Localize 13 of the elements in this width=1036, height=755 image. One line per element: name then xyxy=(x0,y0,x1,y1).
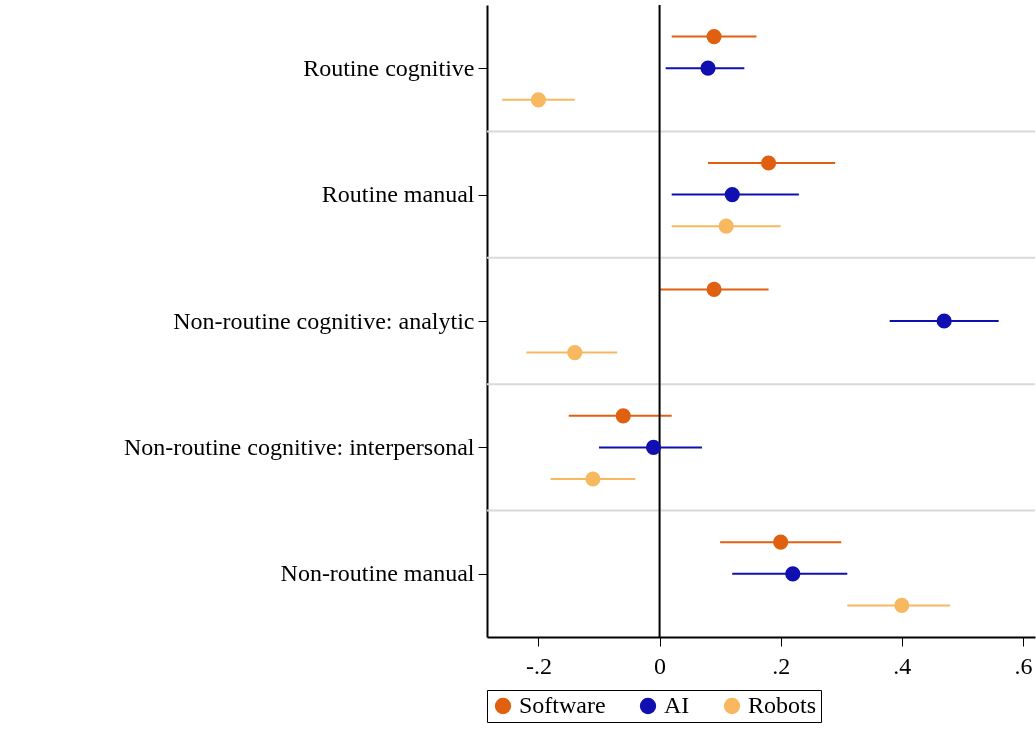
legend-label: Software xyxy=(519,692,606,718)
x-tick-label: .4 xyxy=(893,652,912,679)
y-tick-label: Routine manual xyxy=(321,181,475,208)
x-tick-label: .6 xyxy=(1014,652,1033,679)
x-tick-label: .2 xyxy=(772,652,791,679)
x-tick-label: -.2 xyxy=(525,652,552,679)
y-tick-label: Non-routine cognitive: interpersonal xyxy=(123,433,475,460)
x-tick-label: 0 xyxy=(654,652,667,679)
y-tick-label: Non-routine manual xyxy=(280,560,475,587)
y-tick-label: Routine cognitive xyxy=(303,54,475,81)
legend-label: Robots xyxy=(748,692,817,718)
legend-label: AI xyxy=(664,692,690,718)
y-tick-label: Non-routine cognitive: analytic xyxy=(173,307,475,334)
